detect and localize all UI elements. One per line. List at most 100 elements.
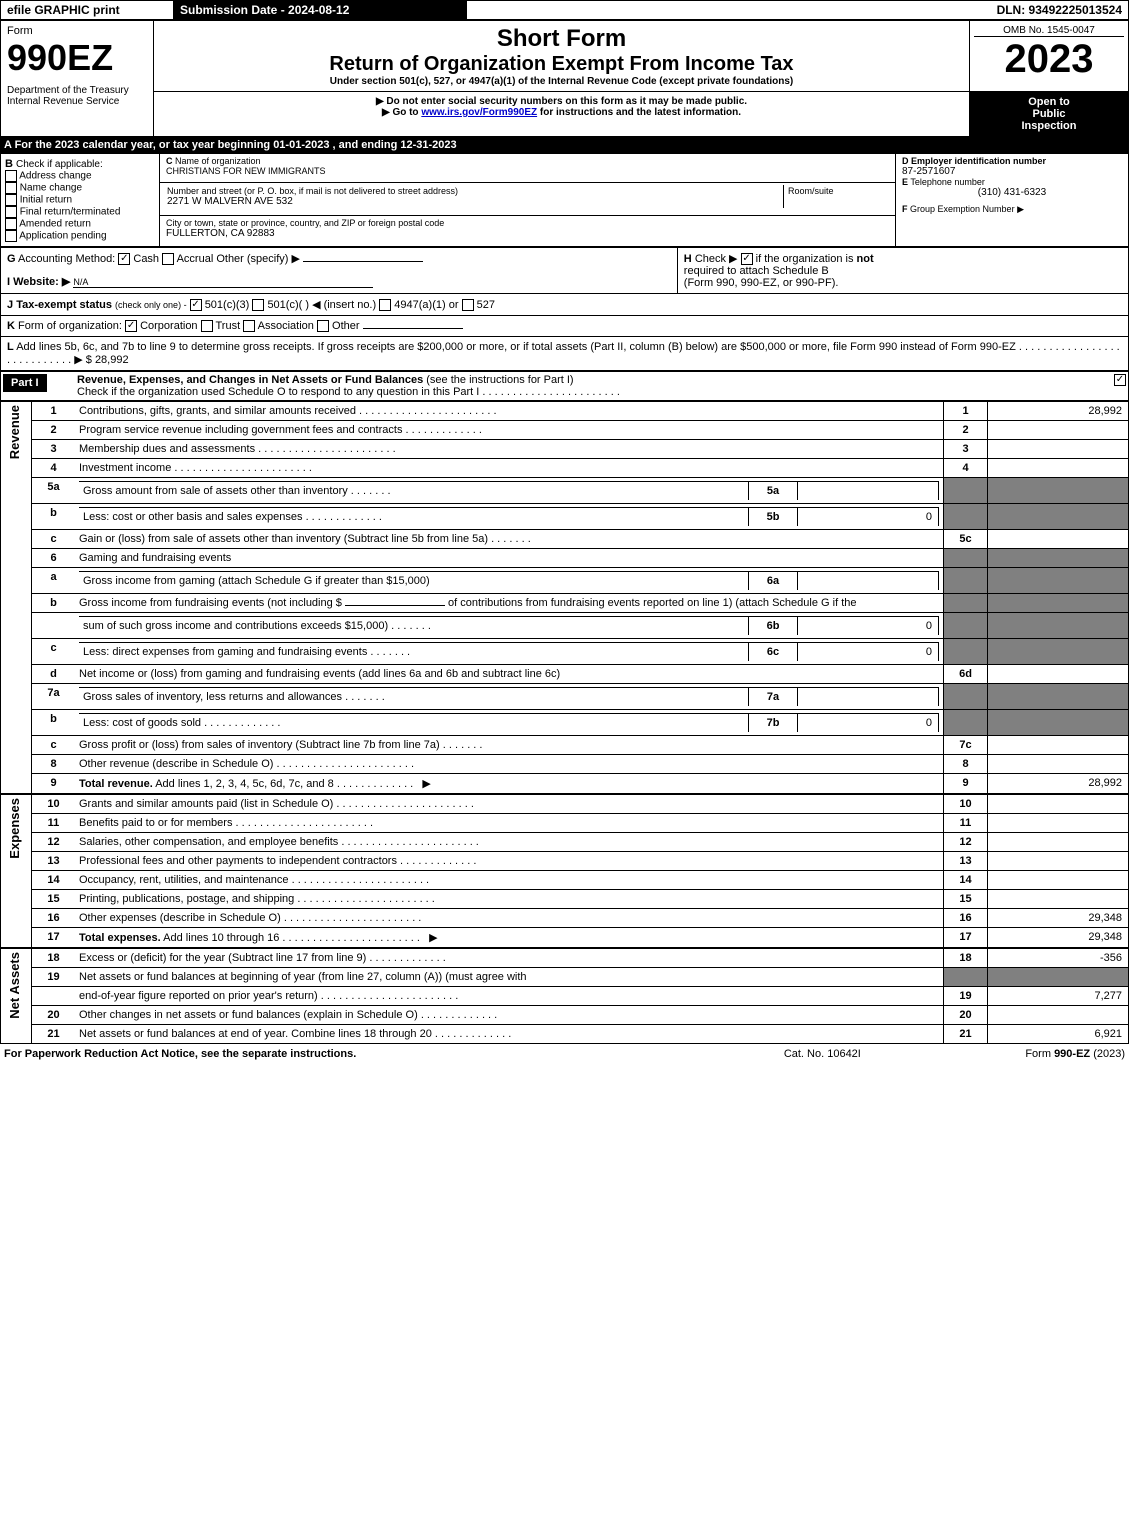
l20-text: Other changes in net assets or fund bala… — [79, 1009, 497, 1021]
status-info: G Accounting Method: ✓ Cash Accrual Othe… — [0, 247, 1129, 371]
l7b-text: Less: cost of goods sold — [83, 717, 280, 729]
open-to: Open to — [974, 96, 1124, 108]
section-i-label: I — [7, 276, 10, 288]
l17-text: Total expenses. — [79, 932, 161, 944]
l9-text: Total revenue. — [79, 778, 153, 790]
l2-text: Program service revenue including govern… — [79, 424, 482, 436]
l4-text: Investment income — [79, 462, 312, 474]
l6-text: Gaming and fundraising events — [75, 549, 944, 568]
entity-info: B Check if applicable: Address change Na… — [0, 153, 1129, 247]
street-label: Number and street (or P. O. box, if mail… — [167, 186, 782, 196]
l9-amt: 28,992 — [988, 774, 1129, 795]
section-b-text: Check if applicable: — [16, 159, 103, 170]
dept-line1: Department of the Treasury — [7, 85, 147, 96]
name-label: Name of organization — [175, 156, 261, 166]
cb-accrual[interactable] — [162, 253, 174, 265]
cb-schedule-b[interactable]: ✓ — [741, 253, 753, 265]
section-j-label: J — [7, 299, 13, 311]
accounting-label: Accounting Method: — [18, 253, 115, 265]
l11-num: 11 — [32, 814, 76, 833]
l18-col: 18 — [944, 948, 988, 968]
l-value: $ 28,992 — [86, 354, 129, 366]
l11-text: Benefits paid to or for members — [79, 817, 373, 829]
l7b-sub: 7b — [749, 714, 798, 733]
l6a-text: Gross income from gaming (attach Schedul… — [79, 572, 749, 591]
l6a-num: a — [32, 568, 76, 594]
l5b-num: b — [32, 504, 76, 530]
footer-year: (2023) — [1090, 1048, 1125, 1060]
irs-url[interactable]: www.irs.gov/Form990EZ — [421, 107, 537, 118]
l10-text: Grants and similar amounts paid (list in… — [79, 798, 474, 810]
l14-text: Occupancy, rent, utilities, and maintena… — [79, 874, 429, 886]
cb-pending: Application pending — [5, 230, 155, 242]
city-label: City or town, state or province, country… — [166, 218, 889, 228]
l6c-num: c — [32, 639, 76, 665]
l8-num: 8 — [32, 755, 76, 774]
form-word: Form — [7, 25, 147, 37]
tax-year: 2023 — [974, 37, 1124, 82]
goto-post: for instructions and the latest informat… — [537, 107, 741, 118]
h-text4: (Form 990, 990-EZ, or 990-PF). — [684, 277, 1122, 289]
part-i-title: Revenue, Expenses, and Changes in Net As… — [77, 374, 423, 386]
l7c-col: 7c — [944, 736, 988, 755]
section-a: A For the 2023 calendar year, or tax yea… — [0, 137, 1129, 153]
cb-name: Name change — [5, 182, 155, 194]
title-return: Return of Organization Exempt From Incom… — [158, 53, 965, 76]
cb-501c[interactable] — [252, 299, 264, 311]
h-not: not — [857, 253, 874, 265]
l6b-text2: of contributions from fundraising events… — [448, 597, 856, 609]
submission-date: Submission Date - 2024-08-12 — [174, 1, 467, 20]
l3-col: 3 — [944, 440, 988, 459]
inspection: Inspection — [974, 120, 1124, 132]
h-text2: if the organization is — [756, 253, 857, 265]
cb-trust[interactable] — [201, 320, 213, 332]
l17-num: 17 — [32, 928, 76, 949]
l21-num: 21 — [32, 1025, 76, 1044]
l6c-amt: 0 — [798, 643, 939, 662]
dept-line2: Internal Revenue Service — [7, 96, 147, 107]
cb-amended: Amended return — [5, 218, 155, 230]
h-check: Check ▶ — [695, 253, 738, 265]
website-value: N/A — [73, 277, 373, 288]
l8-text: Other revenue (describe in Schedule O) — [79, 758, 414, 770]
cb-cash[interactable]: ✓ — [118, 253, 130, 265]
l6c-sub: 6c — [749, 643, 798, 662]
footer-form: 990-EZ — [1054, 1048, 1090, 1060]
l18-text: Excess or (deficit) for the year (Subtra… — [79, 952, 446, 964]
cb-other[interactable] — [317, 320, 329, 332]
netassets-sidelabel: Net Assets — [5, 952, 24, 1019]
part-i-label: Part I — [3, 374, 47, 392]
l6b-text1: Gross income from fundraising events (no… — [79, 597, 342, 609]
part-i-check: Check if the organization used Schedule … — [77, 386, 620, 398]
l17-amt: 29,348 — [988, 928, 1129, 949]
l19-text2: end-of-year figure reported on prior yea… — [79, 990, 458, 1002]
cb-4947[interactable] — [379, 299, 391, 311]
l17-col: 17 — [944, 928, 988, 949]
section-b-label: B — [5, 158, 13, 170]
l6d-col: 6d — [944, 665, 988, 684]
section-h-label: H — [684, 253, 692, 265]
cb-corp[interactable]: ✓ — [125, 320, 137, 332]
l5c-text: Gain or (loss) from sale of assets other… — [79, 533, 531, 545]
l6d-num: d — [32, 665, 76, 684]
goto-pre: Go to — [392, 107, 421, 118]
l6a-sub: 6a — [749, 572, 798, 591]
cb-part-i-scho[interactable]: ✓ — [1114, 374, 1126, 386]
footer: For Paperwork Reduction Act Notice, see … — [0, 1044, 1129, 1064]
l6b-amt: 0 — [798, 617, 939, 636]
l17-rest: Add lines 10 through 16 — [163, 932, 420, 944]
cb-527[interactable] — [462, 299, 474, 311]
l9-col: 9 — [944, 774, 988, 795]
cb-assoc[interactable] — [243, 320, 255, 332]
l13-text: Professional fees and other payments to … — [79, 855, 476, 867]
cb-501c3[interactable]: ✓ — [190, 299, 202, 311]
l1-text: Contributions, gifts, grants, and simila… — [79, 405, 497, 417]
l6c-text: Less: direct expenses from gaming and fu… — [83, 646, 410, 658]
l13-col: 13 — [944, 852, 988, 871]
l-text: Add lines 5b, 6c, and 7b to line 9 to de… — [7, 341, 1120, 366]
ssn-warning: Do not enter social security numbers on … — [386, 96, 747, 107]
l6-num: 6 — [32, 549, 76, 568]
l20-col: 20 — [944, 1006, 988, 1025]
l1-amt: 28,992 — [988, 402, 1129, 421]
group-label: Group Exemption Number — [910, 204, 1015, 214]
